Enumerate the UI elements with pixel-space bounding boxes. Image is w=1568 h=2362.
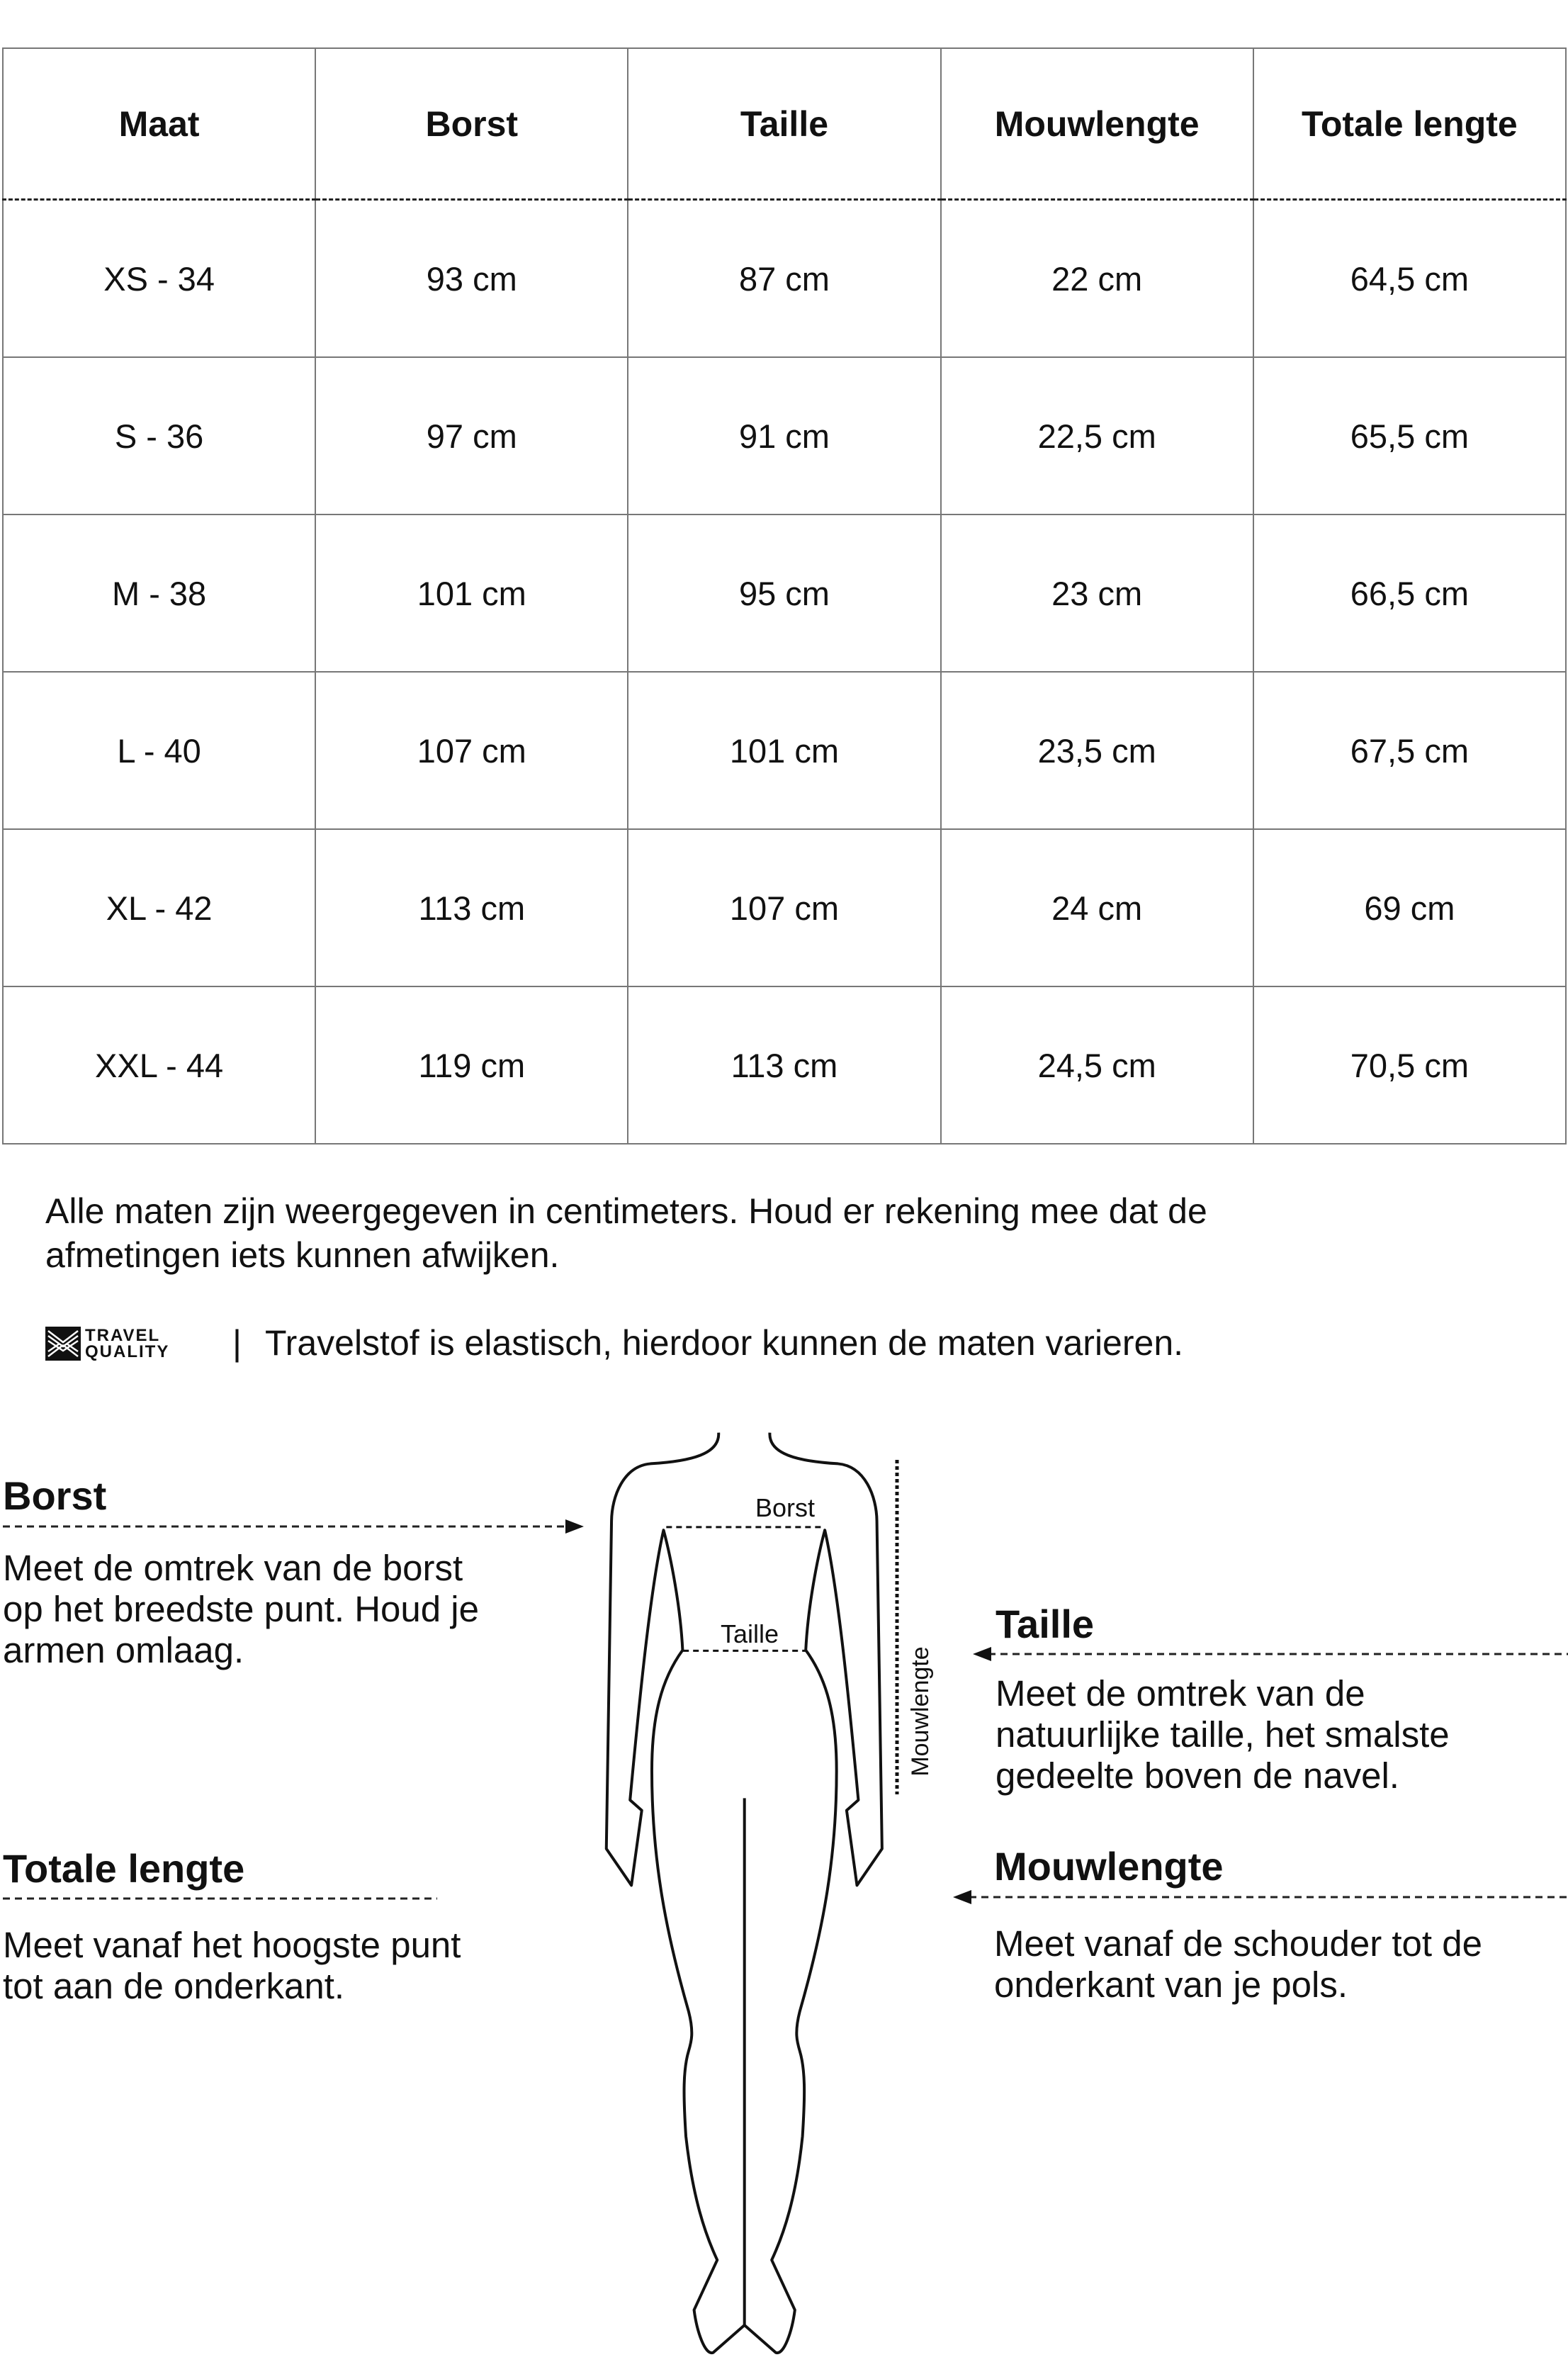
header-borst: Borst (315, 47, 629, 201)
cell: 70,5 cm (1252, 986, 1567, 1145)
cell: 65,5 cm (1252, 356, 1567, 515)
mouwlengte-title: Mouwlengte (994, 1844, 1224, 1889)
logo-line-1: TRAVEL (85, 1326, 161, 1345)
note-line-2: afmetingen iets kunnen afwijken. (45, 1235, 560, 1275)
text-line: armen omlaag. (3, 1630, 244, 1670)
cell: 66,5 cm (1252, 514, 1567, 673)
text-line: tot aan de onderkant. (3, 1966, 345, 2006)
cell: M - 38 (1, 514, 317, 673)
travel-quality-mark-icon (45, 1327, 81, 1361)
logo-line-2: QUALITY (85, 1342, 170, 1361)
cell: S - 36 (1, 356, 317, 515)
cell: XS - 34 (1, 198, 317, 358)
travel-quality-logo: TRAVEL QUALITY (45, 1327, 169, 1361)
arrow-right-icon (565, 1519, 584, 1534)
arrow-left-icon (973, 1647, 991, 1661)
text-line: gedeelte boven de navel. (995, 1755, 1399, 1796)
figure-label-mouwlengte: Mouwlengte (907, 1646, 934, 1776)
cell: 23,5 cm (940, 671, 1254, 830)
taille-description: Meet de omtrek van de natuurlijke taille… (995, 1673, 1450, 1796)
figure-label-taille: Taille (721, 1619, 779, 1648)
cell: 95 cm (627, 514, 942, 673)
cell: 87 cm (627, 198, 942, 358)
cell: 91 cm (627, 356, 942, 515)
cell: 67,5 cm (1252, 671, 1567, 830)
cell: 101 cm (627, 671, 942, 830)
header-totale-lengte: Totale lengte (1252, 47, 1567, 201)
table-row: XS - 34 93 cm 87 cm 22 cm 64,5 cm (1, 198, 1567, 358)
text-line: Meet de omtrek van de borst (3, 1548, 463, 1588)
borst-title: Borst (3, 1473, 107, 1518)
cell: 22,5 cm (940, 356, 1254, 515)
cell: 69 cm (1252, 828, 1567, 987)
cell: 64,5 cm (1252, 198, 1567, 358)
cell: 22 cm (940, 198, 1254, 358)
table-row: XXL - 44 119 cm 113 cm 24,5 cm 70,5 cm (1, 986, 1567, 1145)
totale-lengte-description: Meet vanaf het hoogste punt tot aan de o… (3, 1925, 461, 2007)
text-line: Meet de omtrek van de (995, 1673, 1365, 1714)
header-taille: Taille (627, 47, 942, 201)
cell: 113 cm (315, 828, 629, 987)
borst-description: Meet de omtrek van de borst op het breed… (3, 1548, 479, 1671)
mouwlengte-description: Meet vanaf de schouder tot de onderkant … (994, 1923, 1482, 2006)
taille-title: Taille (995, 1602, 1095, 1646)
header-maat: Maat (1, 47, 317, 201)
text-line: op het breedste punt. Houd je (3, 1589, 479, 1629)
cell: XXL - 44 (1, 986, 317, 1145)
text-line: Meet vanaf de schouder tot de (994, 1923, 1482, 1964)
cell: 93 cm (315, 198, 629, 358)
header-mouwlengte: Mouwlengte (940, 47, 1254, 201)
cell: 107 cm (315, 671, 629, 830)
cell: 97 cm (315, 356, 629, 515)
table-row: L - 40 107 cm 101 cm 23,5 cm 67,5 cm (1, 671, 1567, 830)
cell: XL - 42 (1, 828, 317, 987)
totale-lengte-title: Totale lengte (3, 1846, 245, 1891)
figure-label-borst: Borst (755, 1493, 815, 1522)
arrow-left-icon (953, 1890, 971, 1904)
cell: 113 cm (627, 986, 942, 1145)
cell: 24,5 cm (940, 986, 1254, 1145)
cell: 24 cm (940, 828, 1254, 987)
size-table: Maat Borst Taille Mouwlengte Totale leng… (1, 47, 1567, 1145)
table-row: M - 38 101 cm 95 cm 23 cm 66,5 cm (1, 514, 1567, 673)
table-row: XL - 42 113 cm 107 cm 24 cm 69 cm (1, 828, 1567, 987)
note-line-1: Alle maten zijn weergegeven in centimete… (45, 1191, 1207, 1231)
cell: 107 cm (627, 828, 942, 987)
table-header-row: Maat Borst Taille Mouwlengte Totale leng… (1, 47, 1567, 201)
fabric-note: Travelstof is elastisch, hierdoor kunnen… (265, 1323, 1184, 1363)
cell: 23 cm (940, 514, 1254, 673)
cell: 101 cm (315, 514, 629, 673)
cell: L - 40 (1, 671, 317, 830)
body-silhouette (607, 1433, 882, 2353)
table-row: S - 36 97 cm 91 cm 22,5 cm 65,5 cm (1, 356, 1567, 515)
cell: 119 cm (315, 986, 629, 1145)
text-line: onderkant van je pols. (994, 1964, 1348, 2005)
text-line: Meet vanaf het hoogste punt (3, 1925, 461, 1965)
separator: | (232, 1323, 242, 1363)
text-line: natuurlijke taille, het smalste (995, 1714, 1450, 1755)
